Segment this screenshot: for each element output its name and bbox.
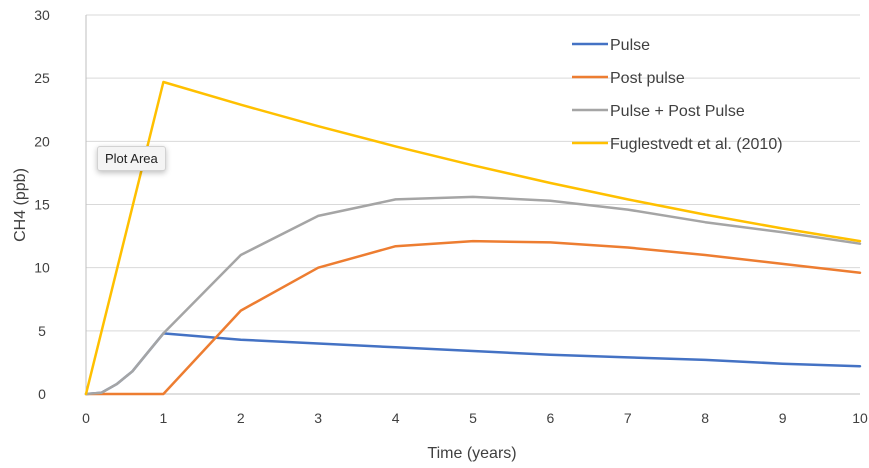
y-tick-label: 0	[38, 386, 46, 402]
x-tick-label: 10	[852, 410, 868, 426]
plot-area[interactable]	[84, 80, 862, 396]
x-tick-label: 0	[82, 410, 90, 426]
x-tick-label: 7	[624, 410, 632, 426]
y-tick-label: 5	[38, 323, 46, 339]
x-tick-label: 2	[237, 410, 245, 426]
y-tick-label: 15	[34, 197, 50, 213]
legend-label: Pulse + Post Pulse	[610, 103, 745, 120]
y-axis-title: CH4 (ppb)	[12, 168, 29, 242]
y-tick-label: 30	[34, 7, 50, 23]
x-tick-label: 8	[701, 410, 709, 426]
y-tick-label: 10	[34, 260, 50, 276]
y-tick-label: 20	[34, 133, 50, 149]
x-tick-label: 9	[779, 410, 787, 426]
legend: Pulse Post pulse Pulse + Post Pulse Fuglest…	[572, 37, 783, 153]
y-tick-label: 25	[34, 70, 50, 86]
legend-label: Fuglestvedt et al. (2010)	[610, 136, 783, 153]
series-line-2[interactable]	[84, 239, 862, 396]
series-line-3[interactable]	[84, 195, 862, 396]
x-tick-label: 1	[160, 410, 168, 426]
plot-area-tooltip: Plot Area	[97, 146, 166, 171]
series-line-4[interactable]	[84, 80, 862, 396]
x-tick-label: 6	[547, 410, 555, 426]
gridlines	[86, 14, 860, 395]
series-line-1[interactable]	[84, 332, 862, 396]
legend-label: Pulse	[610, 37, 650, 54]
x-axis-title: Time (years)	[427, 445, 516, 462]
x-tick-label: 3	[314, 410, 322, 426]
x-tick-label: 5	[469, 410, 477, 426]
axes: 0 5 10 15 20 25 30 0 1 2 3 4 5 6 7 8 9 10	[34, 7, 868, 426]
x-tick-label: 4	[392, 410, 400, 426]
legend-label: Post pulse	[610, 70, 685, 87]
